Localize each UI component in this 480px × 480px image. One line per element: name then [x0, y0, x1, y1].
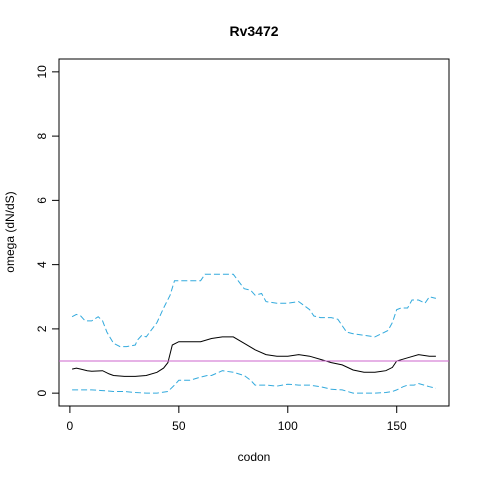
x-tick-label: 100 [278, 419, 298, 433]
series-lower-line [72, 370, 437, 394]
y-axis-label: omega (dN/dS) [3, 191, 17, 272]
axis-ticks: 0 50 100 150 0 2 4 6 8 10 [35, 65, 407, 433]
y-tick-label: 6 [35, 197, 49, 204]
x-tick-label: 0 [67, 419, 74, 433]
y-tick-label: 4 [35, 261, 49, 268]
y-tick-label: 10 [35, 65, 49, 79]
series-estimate-line [71, 336, 436, 377]
plot-lines [59, 273, 449, 394]
y-tick-label: 8 [35, 132, 49, 139]
x-tick-label: 50 [172, 419, 186, 433]
series-upper-line [71, 273, 437, 348]
plot-frame [58, 58, 450, 407]
x-tick-label: 150 [387, 419, 407, 433]
x-axis-label: codon [238, 450, 271, 464]
y-tick-label: 2 [35, 325, 49, 332]
chart-title: Rv3472 [229, 23, 278, 39]
y-tick-label: 0 [35, 389, 49, 396]
